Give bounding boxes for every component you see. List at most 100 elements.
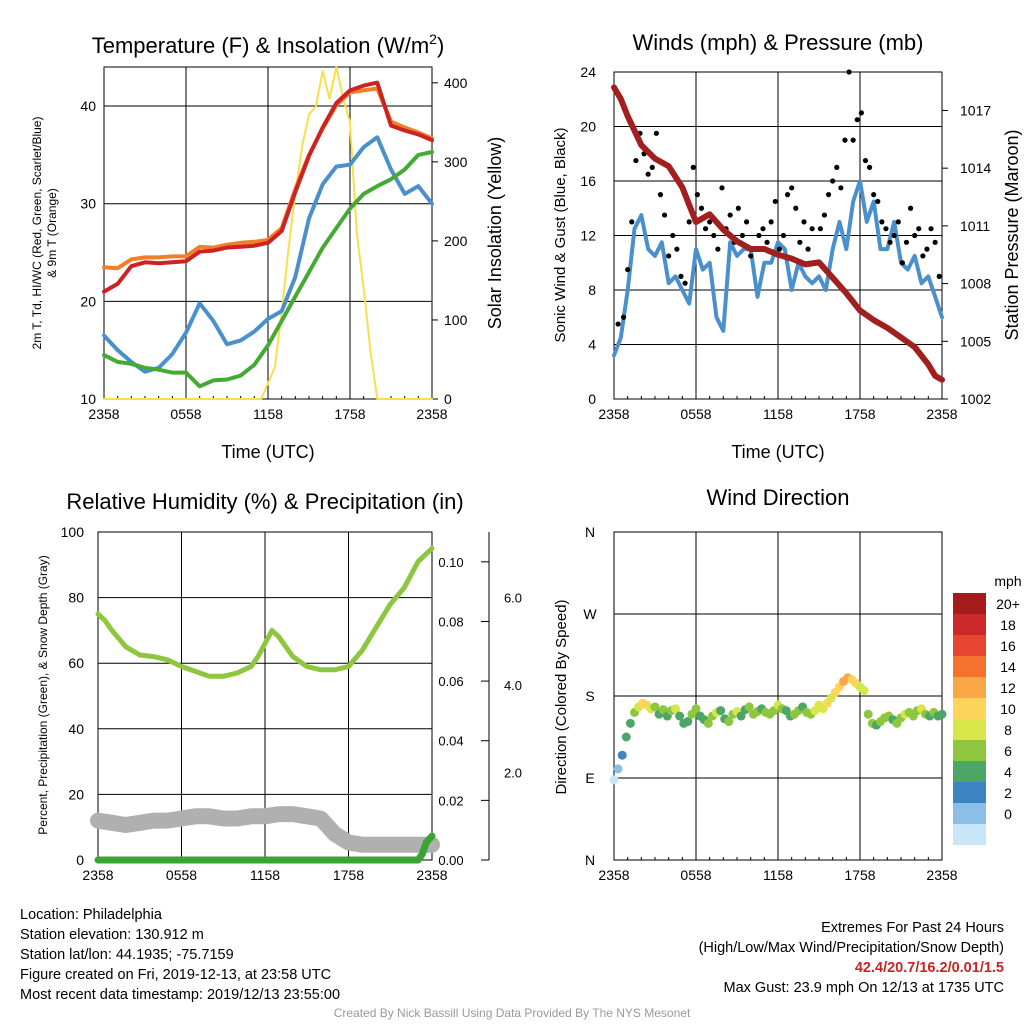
gust-point [719, 185, 725, 191]
max-gust-text: Max Gust: 23.9 mph On 12/13 at 1735 UTC [723, 980, 1004, 996]
chart-canvas: Temperature (F) & Insolation (W/m2) 10 20 3… [30, 30, 1022, 883]
precip-tick-label: 0.00 [438, 853, 463, 868]
gust-point [784, 192, 791, 198]
gust-point [707, 219, 713, 225]
colorbar-swatch [953, 614, 986, 635]
direction-point [617, 750, 627, 760]
y2-axis-label: Station Pressure (Maroon) [1002, 129, 1022, 340]
x-tick-label: 1758 [844, 406, 875, 422]
y2-tick-label: 1008 [960, 276, 991, 292]
y-tick-label: 100 [61, 524, 85, 540]
gust-point [649, 164, 655, 170]
precip-tick-label: 0.06 [438, 674, 463, 689]
gust-point [916, 226, 922, 232]
x-axis-label: Time (UTC) [731, 442, 824, 462]
gust-point [698, 205, 705, 211]
gust-point [702, 226, 709, 232]
gust-point [780, 232, 787, 239]
gust-point [756, 232, 762, 239]
x-tick-label: 0558 [170, 406, 201, 422]
colorbar-swatch [953, 803, 986, 824]
extremes-title: Extremes For Past 24 Hours [821, 920, 1004, 936]
gust-point [801, 219, 807, 225]
y2-tick-label: 1005 [960, 333, 991, 349]
gust-point [903, 239, 910, 245]
gust-point [625, 266, 631, 273]
y-tick-label: 24 [580, 64, 596, 80]
x-tick-label: 1758 [334, 406, 365, 422]
x-tick-label: 1158 [253, 406, 283, 422]
colorbar-swatch [953, 593, 986, 614]
gust-point [924, 246, 930, 252]
gust-point [834, 164, 840, 170]
colorbar-label: 0 [1004, 806, 1012, 822]
colorbar-label: 12 [1000, 680, 1016, 696]
precip-tick-label: 0.08 [438, 614, 463, 629]
y2-tick-label: 200 [444, 233, 468, 249]
x-tick-label: 1758 [333, 867, 364, 883]
y2-tick-label: 400 [444, 75, 468, 91]
gust-point [866, 164, 873, 170]
y-tick-label: 4 [588, 337, 596, 353]
latlon-text: Station lat/lon: 44.1935; -75.7159 [20, 947, 234, 963]
x-tick-label: 2358 [926, 406, 957, 422]
gust-point [932, 239, 938, 245]
gust-point [825, 192, 832, 198]
chart-title: Relative Humidity (%) & Precipitation (i… [66, 489, 463, 514]
direction-point [744, 702, 754, 712]
extremes-subtitle: (High/Low/Max Wind/Precipitation/Snow De… [698, 940, 1004, 956]
colorbar-swatch [953, 824, 986, 845]
chart-title: Winds (mph) & Pressure (mb) [633, 30, 924, 55]
gust-point [674, 246, 680, 252]
y-tick-label: 12 [580, 228, 596, 244]
gust-point [694, 192, 700, 198]
gust-point [846, 69, 852, 75]
y-tick-label: S [585, 688, 594, 704]
gust-point [645, 171, 651, 177]
gust-point [768, 219, 774, 225]
gust-point [629, 219, 635, 225]
y-axis-label: Percent, Precipitation (Green), & Snow D… [36, 555, 50, 834]
gust-point [817, 226, 823, 232]
gust-point [805, 246, 811, 252]
y2-axis-label: Solar Insolation (Yellow) [485, 137, 505, 329]
precip-tick-label: 0.02 [438, 793, 463, 808]
recent-data-text: Most recent data timestamp: 2019/12/13 2… [20, 987, 341, 1003]
gust-point [858, 110, 864, 116]
x-tick-label: 1158 [763, 867, 793, 883]
gust-point [776, 246, 782, 252]
colorbar-label: 8 [1004, 722, 1012, 738]
gust-point [764, 239, 770, 245]
gust-point [735, 205, 741, 211]
chart-title: Wind Direction [706, 485, 849, 510]
gust-point [928, 226, 934, 232]
y-axis-label: 2m T, Td, HI/WC (Red, Green, Scarlet/Blu… [30, 117, 44, 350]
y-tick-label: 16 [580, 173, 596, 189]
chart-title: Temperature (F) & Insolation (W/m2) [92, 31, 445, 58]
colorbar-title: mph [994, 573, 1021, 589]
gust-point [797, 239, 803, 245]
extremes-values: 42.4/20.7/16.2/0.01/1.5 [854, 960, 1004, 976]
y-tick-label: 30 [80, 196, 96, 212]
direction-point [724, 717, 734, 727]
humidity-line [95, 545, 435, 679]
y-tick-label: 20 [80, 293, 96, 309]
gust-point [715, 246, 721, 252]
pressure-line [611, 84, 945, 383]
y-axis-label: Direction (Colored By Speed) [553, 599, 570, 794]
x-axis-label: Time (UTC) [221, 442, 314, 462]
y-tick-label: 10 [80, 391, 96, 407]
x-tick-label: 2358 [88, 406, 119, 422]
colorbar-swatch [953, 698, 986, 719]
x-tick-label: 1158 [763, 406, 793, 422]
precip-line [94, 832, 436, 864]
direction-point [859, 686, 869, 696]
gust-point [739, 232, 746, 239]
y-tick-label: E [585, 770, 594, 786]
y2-tick-label: 100 [444, 312, 468, 328]
direction-point [671, 704, 680, 714]
gust-point [678, 273, 684, 279]
y2-tick-label: 300 [444, 154, 468, 170]
direction-point [675, 711, 685, 721]
y-tick-label: 0 [588, 391, 596, 407]
